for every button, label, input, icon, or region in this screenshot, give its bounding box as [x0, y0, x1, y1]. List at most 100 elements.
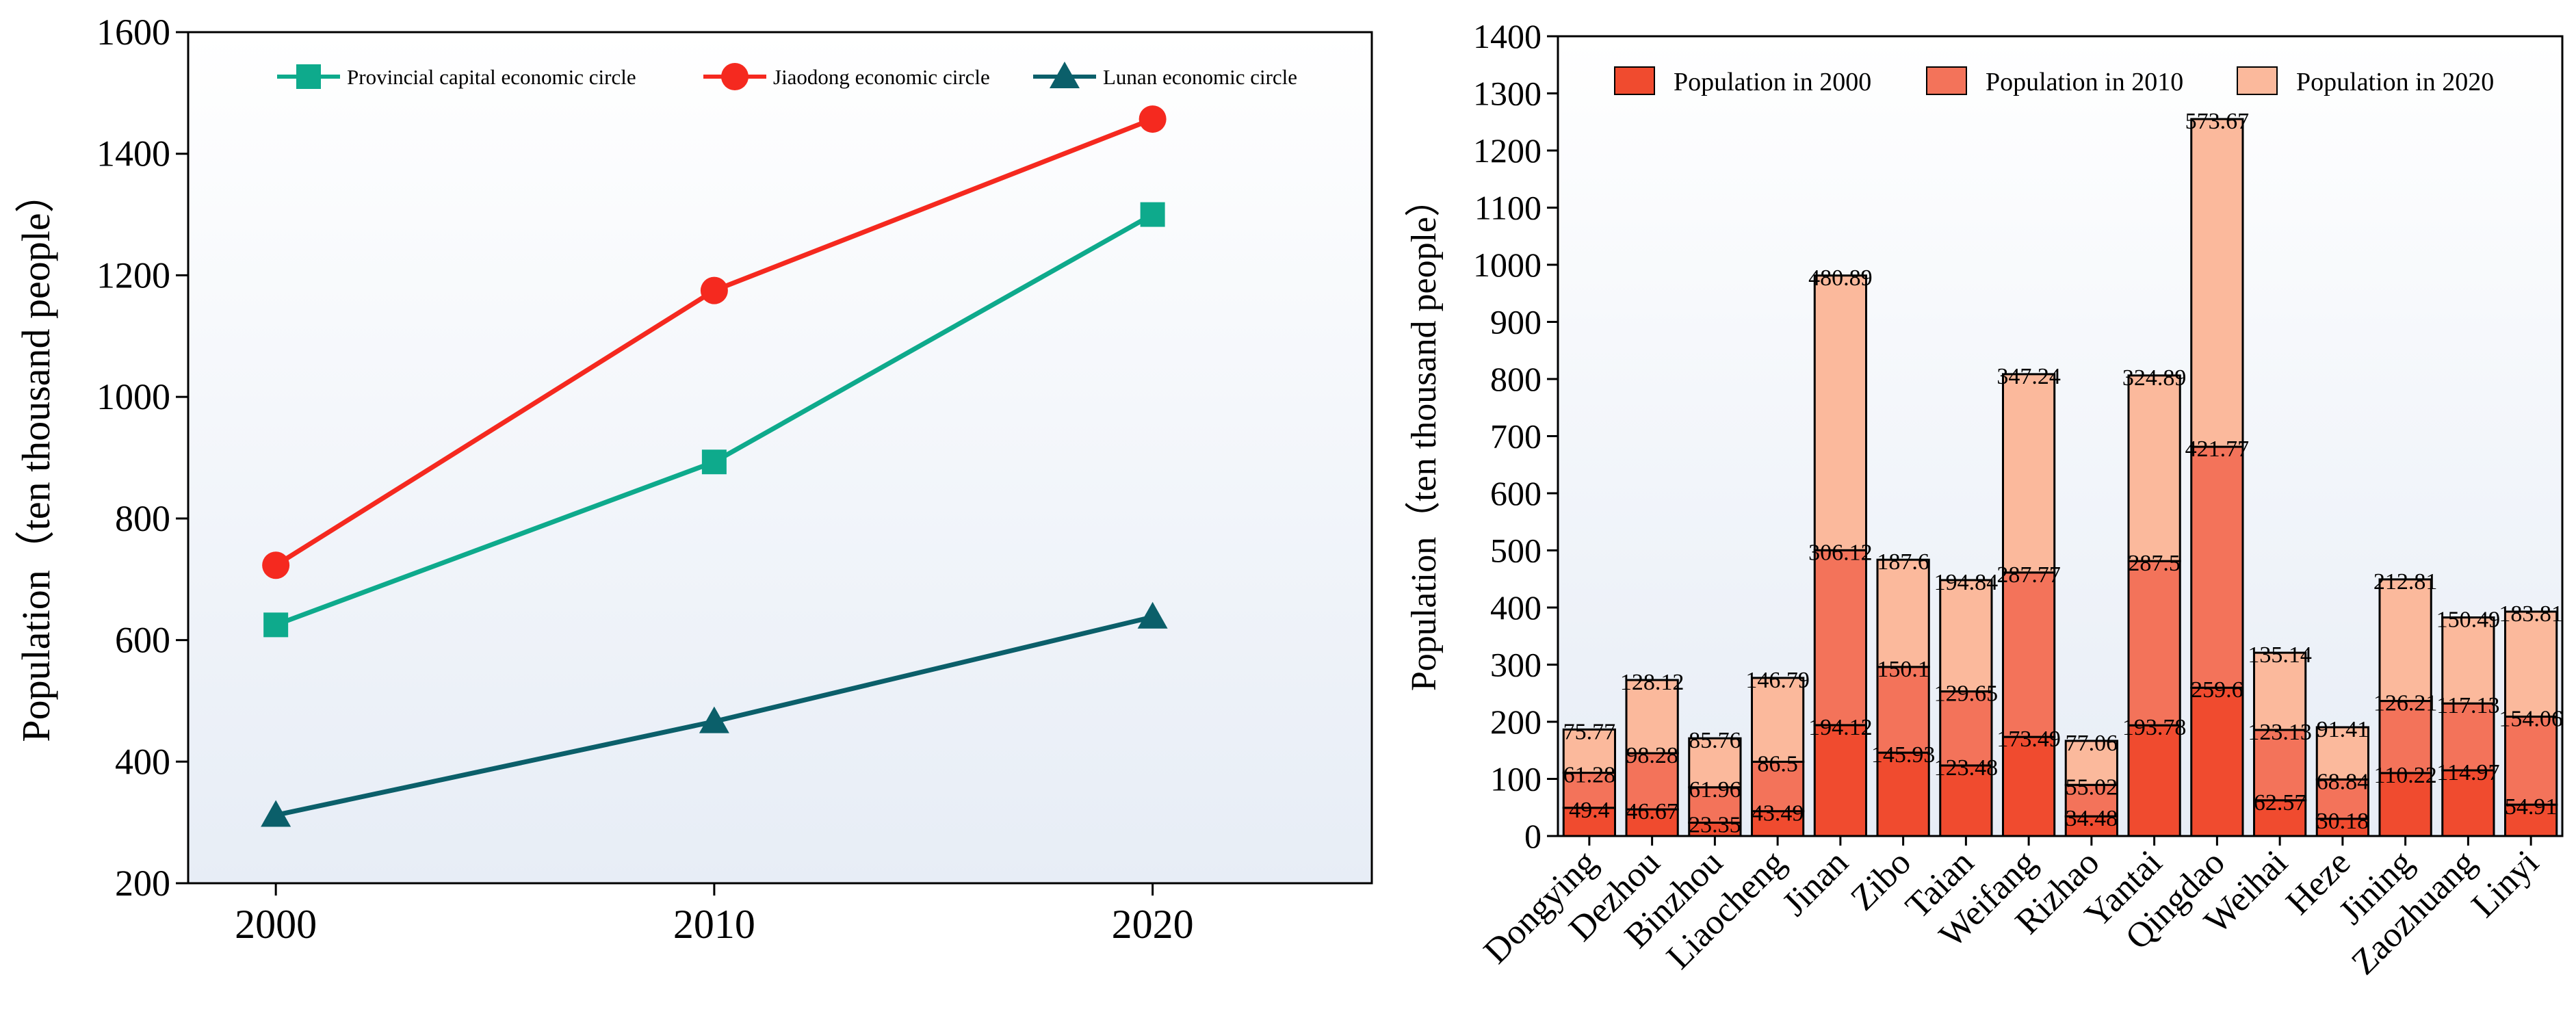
bar-segment-population-in-2020: [2504, 610, 2558, 718]
data-label: 128.12: [1620, 670, 1684, 695]
y-tick-label: 1200: [1473, 131, 1541, 170]
bar-group-qingdao: 259.6 421.77 573.67: [2185, 109, 2250, 837]
legend-label: Jiaodong economic circle: [773, 65, 990, 89]
data-point-2020: [1137, 601, 1168, 629]
bar-segment-population-in-2010: [1625, 752, 1679, 811]
data-label: 480.89: [1808, 265, 1873, 291]
bar-segment-population-in-2020: [1688, 737, 1742, 789]
y-tick-label: 1000: [96, 376, 170, 417]
bar-segment-population-in-2020: [1625, 679, 1679, 755]
bar-segment-population-in-2020: [2127, 374, 2181, 562]
x-tick-label: 2000: [235, 902, 317, 947]
y-tick-label: 600: [1490, 474, 1541, 512]
data-label: 46.67: [1626, 799, 1678, 824]
legend-label: Population in 2010: [1986, 68, 2183, 96]
y-tick-label: 200: [1490, 703, 1541, 741]
bar-segment-population-in-2000: [2253, 799, 2307, 837]
bar-segment-population-in-2000: [2441, 769, 2495, 837]
line-chart: 200 400 600 800 1000 1200 1400 1600 2000 2010 2020…: [14, 12, 1373, 947]
data-label: 54.91: [2505, 794, 2558, 820]
data-label: 194.12: [1808, 715, 1873, 740]
y-tick-label: 1000: [1473, 246, 1541, 284]
bar-group-liaocheng: 43.49 86.5 146.79: [1745, 668, 1810, 837]
data-label: 86.5: [1757, 751, 1798, 776]
bar-group-jinan: 194.12 306.12 480.89: [1808, 265, 1873, 837]
data-label: 123.48: [1934, 755, 1999, 781]
data-label: 135.14: [2248, 642, 2312, 668]
legend: Provincial capital economic circle Jiaodo…: [277, 62, 1297, 90]
data-label: 187.6: [1877, 549, 1929, 575]
bar-group-rizhao: 34.48 55.02 77.06: [2064, 731, 2118, 837]
bar-segment-population-in-2010: [2441, 702, 2495, 772]
bar-group-zaozhuang: 114.97 117.13 150.49: [2436, 608, 2500, 837]
legend-item-provincial-capital-economic-circle: Provincial capital economic circle: [277, 64, 636, 89]
bar-segment-population-in-2010: [2378, 700, 2432, 774]
data-point-2000: [262, 551, 290, 579]
y-tick-label: 1400: [1473, 17, 1541, 55]
legend-item-population-in-2020: Population in 2020: [2237, 66, 2494, 96]
y-tick-label: 0: [1524, 817, 1541, 855]
data-point-2020: [1139, 105, 1167, 133]
data-label: 23.35: [1689, 813, 1741, 838]
plot-area: [188, 32, 1372, 883]
bar-group-binzhou: 23.35 61.96 85.76: [1688, 728, 1742, 838]
bar-segment-population-in-2010: [1562, 772, 1616, 809]
legend-item-jiaodong-economic-circle: Jiaodong economic circle: [703, 63, 990, 90]
data-label: 154.06: [2499, 707, 2563, 732]
data-label: 183.81: [2499, 601, 2563, 627]
data-label: 421.77: [2185, 436, 2250, 462]
bar-segment-population-in-2020: [2190, 118, 2244, 448]
legend-label: Provincial capital economic circle: [347, 65, 636, 89]
bar-segment-population-in-2000: [1876, 751, 1930, 837]
data-label: 287.5: [2128, 551, 2181, 576]
data-point-2020: [1140, 202, 1165, 227]
legend-marker: [296, 64, 321, 89]
data-label: 75.77: [1563, 719, 1616, 744]
bar-segment-population-in-2010: [2504, 716, 2558, 806]
data-point-2000: [263, 612, 289, 638]
bar-segment-population-in-2010: [1876, 666, 1930, 754]
legend-label: Population in 2020: [2296, 68, 2494, 96]
series-provincial-capital-economic-circle: [263, 202, 1165, 638]
y-tick-label: 300: [1490, 646, 1541, 684]
bar-segment-population-in-2010: [2315, 778, 2369, 820]
bar-group-jining: 110.22 126.21 212.81: [2373, 569, 2438, 837]
bar-segment-population-in-2000: [2127, 724, 2181, 837]
y-tick-label: 1200: [96, 255, 170, 296]
data-label: 212.81: [2373, 569, 2438, 595]
y-tick-label: 500: [1490, 532, 1541, 570]
bar-segment-population-in-2000: [1813, 724, 1867, 837]
bar-group-dezhou: 46.67 98.28 128.12: [1620, 670, 1684, 837]
data-label: 55.02: [2066, 774, 2118, 800]
data-label: 324.89: [2122, 365, 2187, 391]
bar-group-zibo: 145.93 150.1 187.6: [1871, 549, 1935, 837]
bar-group-linyi: 54.91 154.06 183.81: [2499, 601, 2563, 837]
bar-segment-population-in-2020: [1562, 728, 1616, 774]
y-axis-label: Population（ten thousand people）: [1405, 181, 1444, 691]
data-label: 287.77: [1996, 562, 2061, 588]
legend-item-population-in-2010: Population in 2010: [1926, 66, 2183, 96]
bar-segment-population-in-2020: [2315, 726, 2369, 781]
data-label: 110.22: [2374, 763, 2437, 788]
data-label: 98.28: [1626, 743, 1678, 768]
series-jiaodong-economic-circle: [262, 105, 1167, 579]
data-label: 85.76: [1689, 728, 1741, 753]
data-label: 91.41: [2317, 717, 2369, 742]
bar-segment-population-in-2020: [2378, 578, 2432, 703]
legend-item-lunan-economic-circle: Lunan economic circle: [1033, 62, 1297, 89]
data-label: 129.65: [1934, 681, 1999, 707]
data-label: 34.48: [2066, 806, 2118, 831]
data-label: 123.13: [2248, 720, 2312, 745]
data-label: 146.79: [1745, 668, 1810, 693]
data-label: 61.28: [1563, 763, 1616, 788]
legend-swatch: [1614, 66, 1655, 95]
data-point-2010: [701, 449, 727, 475]
data-point-2000: [261, 800, 291, 827]
data-label: 61.96: [1689, 777, 1741, 802]
legend-swatch: [2237, 66, 2278, 95]
data-label: 49.4: [1569, 798, 1610, 823]
y-tick-label: 200: [115, 863, 170, 904]
bar-segment-population-in-2020: [1876, 558, 1930, 668]
bar-group-dongying: 49.4 61.28 75.77: [1562, 719, 1616, 837]
